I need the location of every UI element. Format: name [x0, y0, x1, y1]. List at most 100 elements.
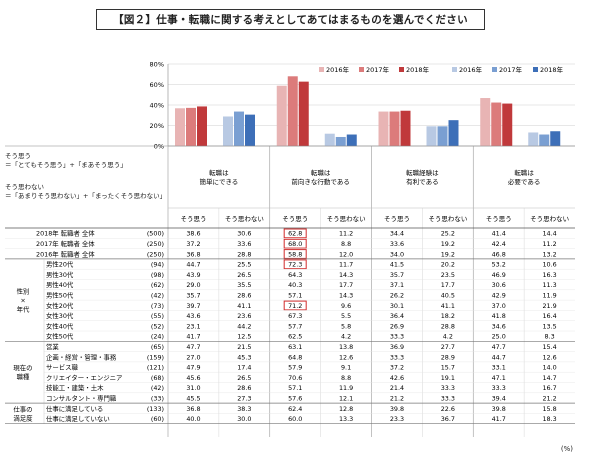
bar-disagree-2016-cat0	[223, 116, 233, 146]
cell-value: 29.0	[186, 281, 200, 289]
cell-value: 30.6	[237, 230, 251, 238]
bar-disagree-2016-cat2	[426, 126, 437, 146]
cell-value: 63.1	[288, 343, 302, 351]
cell-value: 15.7	[441, 364, 455, 372]
row-label: 営業	[46, 342, 59, 351]
cell-value: 38.3	[237, 405, 251, 413]
row-label: 2016年 転職者 全体	[36, 249, 95, 258]
cell-value: 41.8	[492, 312, 506, 320]
highlight-box	[283, 300, 307, 311]
cell-value: 62.5	[288, 333, 302, 341]
legend-swatch	[492, 67, 497, 72]
row-n: (250)	[147, 250, 164, 258]
cell-value: 41.5	[390, 261, 404, 269]
cell-value: 57.9	[288, 364, 302, 372]
cell-value: 11.3	[542, 281, 556, 289]
cell-value: 19.1	[441, 374, 455, 382]
cell-value: 36.9	[390, 343, 404, 351]
row-label: 企画・経営・管理・事務	[46, 352, 117, 361]
cell-value: 12.0	[339, 250, 353, 258]
cell-value: 20.2	[441, 261, 455, 269]
cell-value: 46.9	[492, 271, 506, 279]
cell-value: 47.9	[186, 364, 200, 372]
cell-value: 13.2	[542, 250, 556, 258]
cell-value: 37.1	[390, 281, 404, 289]
cell-value: 57.6	[288, 395, 302, 403]
row-label: 仕事に満足している	[46, 404, 103, 413]
cell-value: 12.1	[339, 395, 353, 403]
row-n: (65)	[151, 343, 164, 351]
cell-value: 44.2	[237, 322, 251, 330]
cell-value: 47.7	[186, 343, 200, 351]
cell-value: 13.3	[339, 415, 353, 423]
cell-value: 62.8	[288, 230, 302, 238]
highlight-box	[283, 228, 307, 239]
bar-agree-2017-cat0	[186, 107, 196, 146]
cell-value: 11.2	[542, 240, 556, 248]
cell-value: 12.6	[542, 353, 556, 361]
cell-value: 9.6	[341, 302, 351, 310]
legend-label: 2016年	[459, 65, 483, 74]
y-tick-label: 60%	[150, 81, 164, 89]
cell-value: 33.6	[390, 240, 404, 248]
cell-value: 64.3	[288, 271, 302, 279]
agree-label: そう思う	[5, 152, 31, 160]
y-tick-label: 80%	[150, 61, 164, 69]
cell-value: 42.9	[492, 292, 506, 300]
cell-value: 39.8	[492, 405, 506, 413]
cell-value: 23.3	[390, 415, 404, 423]
cell-value: 43.9	[186, 271, 200, 279]
section-label: 年代	[17, 305, 30, 314]
legend-label: 2017年	[499, 65, 523, 74]
row-n: (121)	[147, 364, 164, 372]
cell-value: 8.8	[341, 240, 351, 248]
cell-value: 26.9	[390, 322, 404, 330]
cell-value: 18.3	[542, 415, 556, 423]
cell-value: 37.2	[186, 240, 200, 248]
bar-disagree-2018-cat2	[448, 120, 459, 146]
row-label: 女性20代	[46, 301, 74, 310]
cell-value: 5.5	[341, 312, 351, 320]
bar-disagree-2018-cat0	[245, 114, 255, 146]
cell-value: 47.7	[492, 343, 506, 351]
legend-swatch	[359, 67, 364, 72]
section-label: 現在の	[13, 363, 32, 372]
bar-agree-2016-cat2	[378, 111, 389, 146]
cell-value: 18.2	[441, 312, 455, 320]
cell-value: 33.6	[237, 240, 251, 248]
legend-swatch	[533, 67, 538, 72]
cell-value: 34.0	[390, 250, 404, 258]
cell-value: 14.7	[542, 374, 556, 382]
bar-disagree-2018-cat3	[550, 131, 561, 146]
cell-value: 17.7	[441, 281, 455, 289]
row-n: (62)	[151, 281, 164, 289]
row-label: 技能工・建築・土木	[46, 383, 104, 392]
cell-value: 21.2	[542, 395, 556, 403]
row-label: 女性50代	[46, 332, 74, 341]
column-subheader: そう思わない	[225, 215, 264, 223]
column-subheader: そう思う	[282, 215, 308, 223]
cell-value: 28.6	[237, 384, 251, 392]
agree-definition: ＝「とてもそう思う」+「まあそう思う」	[5, 161, 127, 169]
row-label: 2018年 転職者 全体	[36, 229, 95, 238]
row-n: (133)	[147, 405, 164, 413]
section-label: 仕事の	[13, 404, 32, 413]
cell-value: 34.4	[390, 230, 404, 238]
row-label: コンサルタント・専門職	[46, 394, 117, 403]
cell-value: 27.3	[237, 395, 251, 403]
cell-value: 17.7	[339, 281, 353, 289]
y-tick-label: 40%	[150, 102, 164, 110]
cell-value: 16.3	[542, 271, 556, 279]
cell-value: 4.2	[341, 333, 351, 341]
row-label: クリエイター・エンジニア	[46, 373, 122, 382]
cell-value: 23.6	[237, 312, 251, 320]
cell-value: 41.1	[441, 302, 455, 310]
cell-value: 10.6	[542, 261, 556, 269]
cell-value: 45.5	[186, 395, 200, 403]
cell-value: 53.2	[492, 261, 506, 269]
cell-value: 70.6	[288, 374, 302, 382]
column-group-header: 転職は	[209, 168, 229, 177]
cell-value: 28.8	[237, 250, 251, 258]
legend-swatch	[399, 67, 404, 72]
